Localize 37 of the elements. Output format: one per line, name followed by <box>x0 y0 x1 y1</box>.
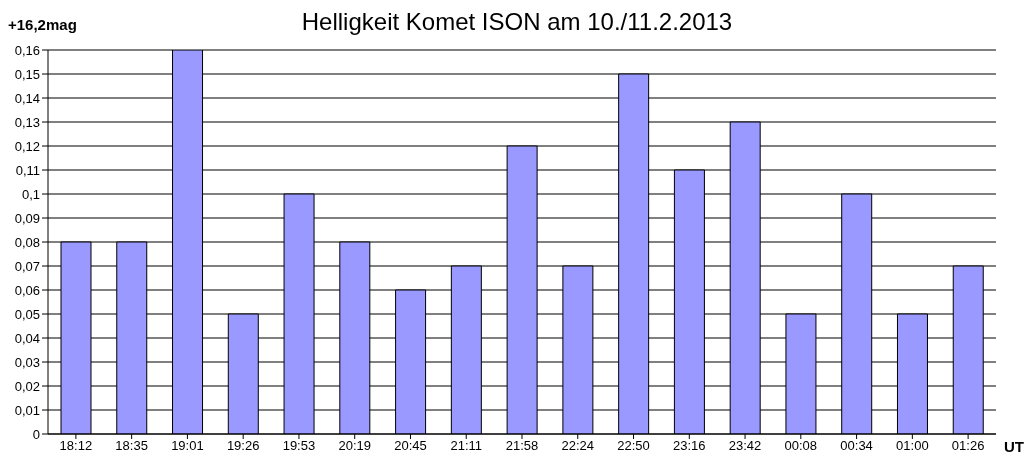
x-tick-label: 20:45 <box>394 438 427 454</box>
y-tick-label: 0,09 <box>14 210 40 226</box>
x-tick-label: 22:50 <box>617 438 650 454</box>
x-tick-label: 23:16 <box>673 438 706 454</box>
y-tick-label: 0,01 <box>14 402 40 418</box>
x-tick-label: 01:00 <box>896 438 929 454</box>
y-tick-label: 0,15 <box>14 66 40 82</box>
x-tick-label: 20:19 <box>338 438 371 454</box>
x-tick-label: 21:11 <box>450 438 483 454</box>
x-tick-label: 00:08 <box>784 438 818 454</box>
y-tick-label: 0,12 <box>14 138 40 154</box>
x-tick-label: 18:12 <box>59 438 93 454</box>
x-tick-label: 00:34 <box>840 438 873 454</box>
y-tick-label: 0,08 <box>14 234 40 250</box>
x-tick-label: 23:42 <box>728 438 762 454</box>
x-tick-label: 21:58 <box>505 438 539 454</box>
y-tick-label: 0,02 <box>14 378 40 394</box>
y-tick-label: 0,04 <box>14 330 40 346</box>
x-tick-label: 18:35 <box>115 438 148 454</box>
y-tick-label: 0,05 <box>14 306 40 322</box>
x-tick-label: 19:26 <box>226 438 260 454</box>
x-tick-label: 22:24 <box>561 438 595 454</box>
x-axis-title: UT <box>1004 438 1024 455</box>
y-tick-label: 0,06 <box>14 282 40 298</box>
x-tick-label: 19:01 <box>171 438 204 454</box>
y-tick-label: 0,03 <box>14 354 40 370</box>
y-tick-label: 0,16 <box>14 42 40 58</box>
x-tick-label: 19:53 <box>282 438 316 454</box>
y-axis-title: +16,2mag <box>8 16 77 33</box>
chart-title: Helligkeit Komet ISON am 10./11.2.2013 <box>301 8 733 35</box>
y-tick-label: 0,11 <box>15 162 40 178</box>
y-tick-label: 0,14 <box>14 90 40 106</box>
y-tick-label: 0,1 <box>21 186 40 202</box>
x-tick-label: 01:26 <box>951 438 985 454</box>
y-tick-label: 0,07 <box>14 258 40 274</box>
y-tick-label: 0,13 <box>14 114 40 130</box>
y-tick-label: 0 <box>32 426 40 442</box>
